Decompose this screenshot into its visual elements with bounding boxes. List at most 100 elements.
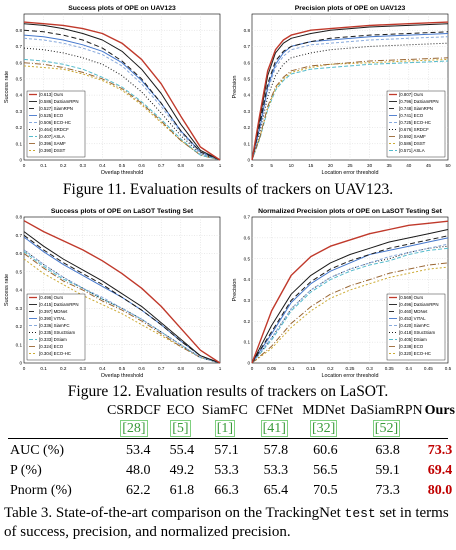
legend-entry: [0.396] SAMF <box>39 141 66 146</box>
x-tick-label: 0.7 <box>158 366 165 371</box>
legend-entry: [0.335] StructSiam <box>39 330 75 335</box>
y-tick-label: 0.8 <box>16 215 23 220</box>
table-cell: 73.3 <box>375 483 400 498</box>
table-row: Pnorm (%) 62.2 61.8 66.3 65.4 70.5 73.3 … <box>0 481 456 501</box>
fig11-precision-chart: Precision plots of OPE on UAV123 0 5 10 15 20… <box>232 5 451 176</box>
legend-entry: [0.527] SiamRPN <box>39 106 73 111</box>
x-tick-label: 0.2 <box>60 366 67 371</box>
series-line <box>23 234 221 364</box>
x-tick-label: 0 <box>251 163 254 168</box>
legend-entry: [0.506] ECO-HC <box>39 120 71 125</box>
legend-entry: [0.415] DaSiamRPN <box>39 302 79 307</box>
legend-entry: [0.525] ECO <box>39 113 64 118</box>
x-tick-label: 0.4 <box>99 163 106 168</box>
series-line <box>251 262 449 364</box>
legend-entry: [0.420] SiamFC <box>399 323 430 328</box>
citation-link[interactable]: [41] <box>260 420 288 437</box>
citation-link[interactable]: [32] <box>309 420 338 437</box>
x-tick-label: 0.25 <box>346 366 355 371</box>
citation-link[interactable]: [52] <box>372 420 401 437</box>
x-tick-label: 0.6 <box>138 163 145 168</box>
x-tick-label: 0.05 <box>267 366 276 371</box>
y-tick-label: 0.8 <box>16 28 23 33</box>
x-tick-label: 0 <box>23 163 26 168</box>
legend-entry: [0.592] SAMF <box>399 134 426 139</box>
y-tick-label: 0.4 <box>16 93 23 98</box>
table-cell: 66.3 <box>214 483 239 498</box>
series-line <box>251 57 449 161</box>
table3-header: CSRDCF ECO SiamFC CFNet MDNet DaSiamRPN … <box>0 402 456 438</box>
series-line <box>251 237 449 364</box>
table-cell: 48.0 <box>126 463 151 478</box>
x-tick-label: 0.15 <box>306 366 315 371</box>
x-tick-label: 0.3 <box>80 163 87 168</box>
y-tick-label: 0.3 <box>16 306 23 311</box>
legend-box <box>26 293 86 361</box>
x-tick-label: 0.3 <box>80 366 87 371</box>
x-tick-label: 0.7 <box>158 163 165 168</box>
table-cell: 56.5 <box>313 463 338 478</box>
legend-entry: [0.460] MDNet <box>399 309 428 314</box>
citation-link[interactable]: [1] <box>214 420 236 437</box>
y-tick-label: 0.6 <box>16 251 23 256</box>
y-tick-label: 0.2 <box>244 125 251 130</box>
chart-title: Success plots of OPE on UAV123 <box>68 5 176 12</box>
legend-box <box>26 90 86 158</box>
table-header-cell: CFNet <box>255 403 293 418</box>
x-tick-label: 0.3 <box>366 366 373 371</box>
table-cell: 70.5 <box>313 483 338 498</box>
x-tick-label: 40 <box>406 163 412 168</box>
table-header-cell: Ours <box>424 403 455 418</box>
table-cell: 49.2 <box>169 463 195 478</box>
x-axis-label: Location error threshold <box>322 170 379 176</box>
y-axis-label: Success rate <box>4 274 10 306</box>
fig12-success-chart: Success plots of OPE on LaSOT Testing Se… <box>4 208 222 379</box>
legend-entry: [0.338] ECO <box>399 344 424 349</box>
best-value-cell: 69.4 <box>427 463 453 478</box>
y-tick-label: 0.4 <box>244 93 251 98</box>
y-tick-label: 0.4 <box>244 277 251 282</box>
y-tick-label: 0.2 <box>16 324 23 329</box>
x-tick-label: 0 <box>251 366 254 371</box>
y-tick-label: 0.5 <box>244 76 251 81</box>
y-tick-label: 0.5 <box>16 76 23 81</box>
y-tick-label: 0.3 <box>244 298 251 303</box>
y-axis-label: Precision <box>232 278 238 301</box>
series-line <box>23 65 221 161</box>
table3-caption-prefix: Table 3. State-of-the-art comparison on … <box>4 505 345 521</box>
series-line <box>23 58 221 161</box>
y-tick-label: 0 <box>247 158 250 163</box>
series-line <box>251 23 449 161</box>
y-tick-label: 0.7 <box>244 44 251 49</box>
legend-entry: [0.586] DaSiamRPN <box>39 99 79 104</box>
table-header-cell: ECO <box>166 403 195 418</box>
citation-link[interactable]: [5] <box>170 420 191 437</box>
y-tick-label: 0 <box>19 158 22 163</box>
x-tick-label: 0.4 <box>99 366 106 371</box>
x-tick-label: 0.9 <box>197 163 204 168</box>
fig12-caption: Figure 12. Evaluation results of tracker… <box>67 383 389 400</box>
y-tick-label: 0.3 <box>16 109 23 114</box>
series-line <box>251 220 449 364</box>
legend-entry: [0.304] ECO-HC <box>39 351 71 356</box>
series-line <box>23 29 221 161</box>
y-tick-label: 0.4 <box>16 288 23 293</box>
fig11-success-chart: Success plots of OPE on UAV123 0 0.1 0.2 0.3… <box>4 5 222 176</box>
citation-link[interactable]: [28] <box>120 420 148 437</box>
legend-entry: [0.390] DSST <box>39 148 66 153</box>
x-tick-label: 15 <box>308 163 314 168</box>
y-tick-label: 0 <box>247 361 250 366</box>
legend-entry: [0.324] ECO <box>39 344 64 349</box>
series-line <box>251 42 449 161</box>
x-tick-label: 20 <box>328 163 334 168</box>
x-tick-label: 5 <box>270 163 273 168</box>
x-tick-label: 1 <box>219 366 222 371</box>
series-line <box>251 60 449 161</box>
legend-entry: [0.725] ECO-HC <box>399 120 431 125</box>
x-tick-label: 0.45 <box>424 366 433 371</box>
table-cell: 60.6 <box>313 443 338 458</box>
series-line <box>251 21 449 161</box>
y-tick-label: 0.2 <box>244 319 251 324</box>
series-line <box>251 235 449 364</box>
row-label: Pnorm (%) <box>10 483 72 498</box>
